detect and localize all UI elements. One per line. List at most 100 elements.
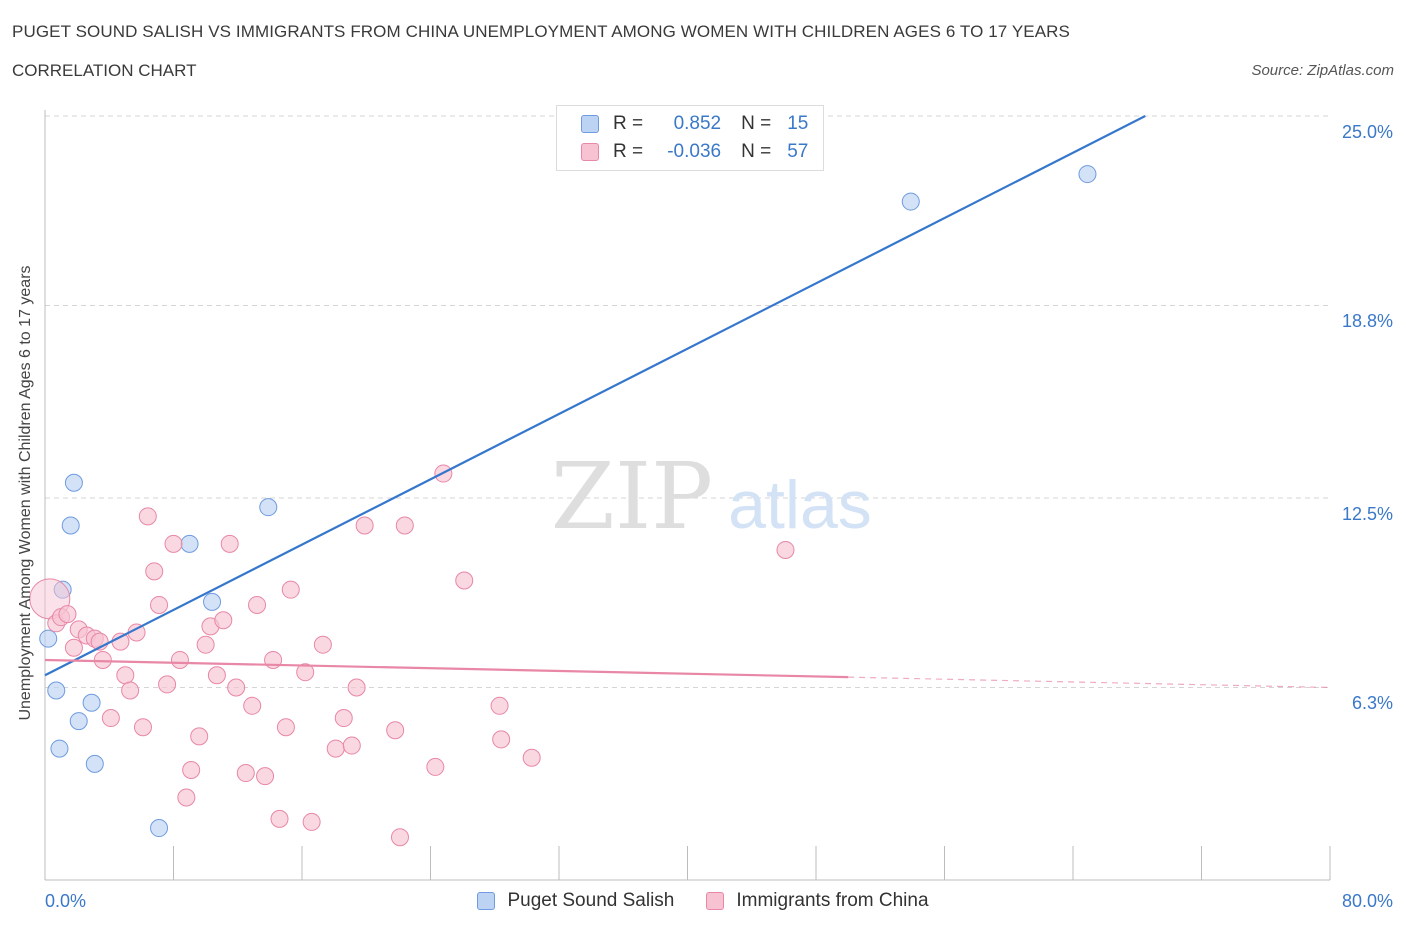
china-point-9 <box>93 650 112 669</box>
watermark: ZIP atlas <box>551 443 872 550</box>
n-value-salish: 15 <box>787 113 809 134</box>
salish-trend-line <box>44 115 1146 677</box>
data-points <box>29 165 1097 847</box>
china-point-32 <box>243 696 262 715</box>
y-tick-label: 12.5% <box>1341 504 1393 524</box>
watermark-atlas: atlas <box>728 467 872 543</box>
china-point-13 <box>121 681 140 700</box>
china-point-30 <box>227 678 246 697</box>
china-point-54 <box>492 730 511 749</box>
china-point-24 <box>190 727 209 746</box>
r-label: R = <box>613 141 644 162</box>
china-point-31 <box>236 764 255 783</box>
chart-subtitle: CORRELATION CHART <box>12 61 197 80</box>
china-point-25 <box>196 635 215 654</box>
china-point-22 <box>177 788 196 807</box>
legend-swatch-blue <box>477 892 496 910</box>
r-value-salish: 0.852 <box>673 113 722 134</box>
legend-label-china: Immigrants from China <box>736 890 929 911</box>
china-point-3 <box>58 605 77 624</box>
china-point-23 <box>182 760 201 779</box>
china-point-49 <box>395 516 414 535</box>
china-point-28 <box>214 611 233 630</box>
china-point-16 <box>138 507 157 526</box>
y-tick-label: 25.0% <box>1341 122 1393 142</box>
axes <box>44 110 1331 881</box>
china-point-27 <box>207 666 226 685</box>
salish-point-12 <box>259 498 278 517</box>
chart-title: PUGET SOUND SALISH VS IMMIGRANTS FROM CH… <box>12 22 1070 41</box>
china-point-12 <box>116 666 135 685</box>
legend-swatch-pink <box>706 892 725 910</box>
legend-label-salish: Puget Sound Salish <box>507 890 675 911</box>
china-point-45 <box>347 678 366 697</box>
china-point-38 <box>281 580 300 599</box>
china-point-33 <box>248 595 267 614</box>
china-point-55 <box>522 748 541 767</box>
legend-item-puget-sound-salish: Puget Sound Salish <box>477 890 674 912</box>
salish-point-13 <box>901 192 920 211</box>
salish-point-4 <box>61 516 80 535</box>
china-point-19 <box>158 675 177 694</box>
salish-point-10 <box>180 534 199 553</box>
china-point-18 <box>150 595 169 614</box>
salish-point-0 <box>39 629 58 648</box>
china-point-52 <box>455 571 474 590</box>
n-label: N = <box>741 113 772 134</box>
china-point-56 <box>776 540 795 559</box>
y-axis-label: Unemployment Among Women with Children A… <box>17 265 34 721</box>
legend-row-immigrants-from-china: R = -0.036 N = 57 <box>581 140 808 164</box>
china-point-21 <box>170 650 189 669</box>
china-point-48 <box>390 828 409 847</box>
n-value-china: 57 <box>787 141 809 162</box>
china-point-44 <box>342 736 361 755</box>
china-point-47 <box>386 721 405 740</box>
china-point-53 <box>490 696 509 715</box>
salish-point-2 <box>50 739 69 758</box>
china-point-4 <box>64 638 83 657</box>
salish-point-8 <box>85 754 104 773</box>
salish-point-5 <box>64 473 83 492</box>
salish-point-11 <box>203 592 222 611</box>
salish-point-1 <box>47 681 66 700</box>
source-credit: Source: ZipAtlas.com <box>1251 62 1394 79</box>
salish-point-6 <box>69 712 88 731</box>
legend-item-immigrants-from-china: Immigrants from China <box>706 890 929 912</box>
china-trend-line <box>44 658 849 679</box>
correlation-legend: R = 0.852 N = 15 R = -0.036 N = 57 <box>556 105 824 171</box>
china-point-17 <box>145 562 164 581</box>
r-value-china: -0.036 <box>667 141 722 162</box>
china-point-36 <box>270 809 289 828</box>
salish-point-9 <box>150 819 169 838</box>
china-point-42 <box>326 739 345 758</box>
trend-lines <box>44 115 1331 689</box>
china-point-15 <box>133 718 152 737</box>
china-point-43 <box>334 709 353 728</box>
china-point-39 <box>296 663 315 682</box>
y-tick-label: 6.3% <box>1351 693 1393 714</box>
china-point-37 <box>276 718 295 737</box>
china-point-41 <box>313 635 332 654</box>
x-tick-label-min: 0.0% <box>45 891 87 911</box>
r-label: R = <box>613 113 644 134</box>
legend-swatch-blue <box>581 115 599 133</box>
china-trend-line-extension <box>848 676 1331 689</box>
china-point-40 <box>302 812 321 831</box>
salish-point-14 <box>1078 165 1097 184</box>
series-legend: Puget Sound Salish Immigrants from China <box>0 890 1406 912</box>
china-point-20 <box>164 534 183 553</box>
china-point-10 <box>101 709 120 728</box>
china-point-29 <box>220 534 239 553</box>
china-point-34 <box>256 767 275 786</box>
n-label: N = <box>741 141 772 162</box>
china-point-50 <box>426 757 445 776</box>
legend-row-puget-sound-salish: R = 0.852 N = 15 <box>581 112 808 136</box>
china-point-46 <box>355 516 374 535</box>
watermark-zip: ZIP <box>551 443 713 550</box>
x-tick-label-max: 80.0% <box>1341 891 1393 911</box>
gridlines <box>45 115 1330 688</box>
y-tick-label: 18.8% <box>1341 311 1393 332</box>
legend-swatch-pink <box>581 143 599 161</box>
salish-point-7 <box>82 693 101 712</box>
